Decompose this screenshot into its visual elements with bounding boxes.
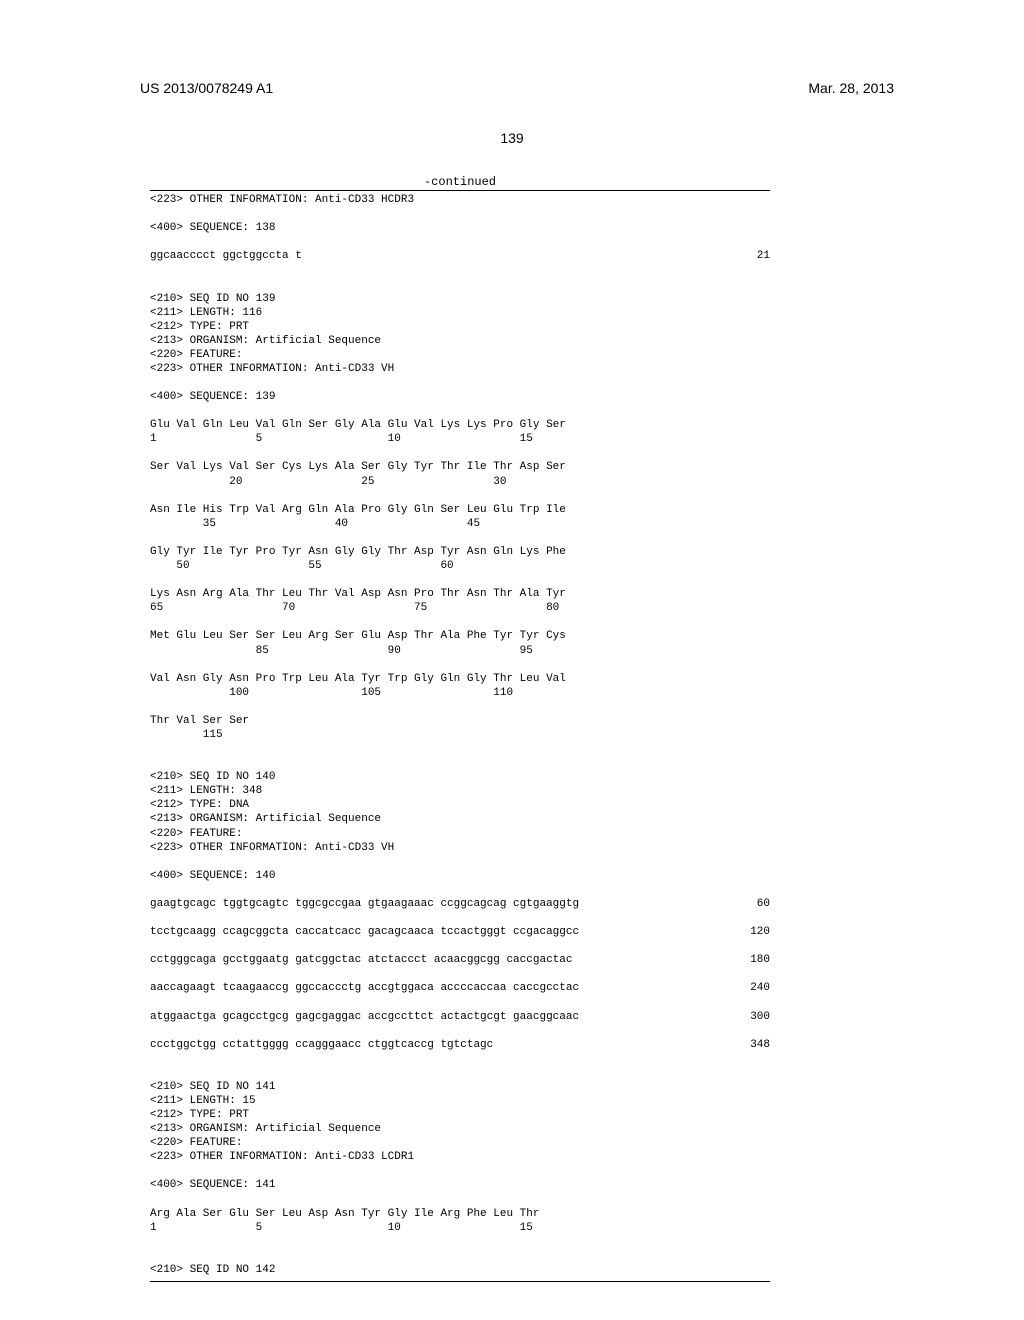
sequence-line: <400> SEQUENCE: 138 <box>150 221 770 235</box>
sequence-listing-content: -continued <223> OTHER INFORMATION: Anti… <box>150 175 770 1282</box>
sequence-row: ggcaacccct ggctggccta t 21 <box>150 249 770 263</box>
blank-line <box>150 700 770 714</box>
blank-line <box>150 376 770 390</box>
sequence-line: Lys Asn Arg Ala Thr Leu Thr Val Asp Asn … <box>150 587 770 601</box>
blank-line <box>150 207 770 221</box>
sequence-row: cctgggcaga gcctggaatg gatcggctac atctacc… <box>150 953 770 967</box>
sequence-line: 20 25 30 <box>150 475 770 489</box>
blank-line <box>150 1024 770 1038</box>
sequence-line: <220> FEATURE: <box>150 1136 770 1150</box>
sequence-line: Arg Ala Ser Glu Ser Leu Asp Asn Tyr Gly … <box>150 1207 770 1221</box>
sequence-position: 120 <box>740 925 770 939</box>
sequence-text: ccctggctgg cctattgggg ccagggaacc ctggtca… <box>150 1038 493 1052</box>
sequence-line: 50 55 60 <box>150 559 770 573</box>
sequence-line: <220> FEATURE: <box>150 827 770 841</box>
blank-line <box>150 446 770 460</box>
blank-line <box>150 277 770 291</box>
sequence-position: 180 <box>740 953 770 967</box>
sequence-line: <212> TYPE: PRT <box>150 320 770 334</box>
sequence-position: 21 <box>747 249 770 263</box>
sequence-line: 100 105 110 <box>150 686 770 700</box>
sequence-line: 85 90 95 <box>150 644 770 658</box>
blank-line <box>150 995 770 1009</box>
sequence-line: <211> LENGTH: 116 <box>150 306 770 320</box>
sequence-line: <213> ORGANISM: Artificial Sequence <box>150 1122 770 1136</box>
blank-line <box>150 1249 770 1263</box>
blank-line <box>150 531 770 545</box>
blank-line <box>150 1052 770 1066</box>
sequence-line: <210> SEQ ID NO 139 <box>150 292 770 306</box>
sequence-text: gaagtgcagc tggtgcagtc tggcgccgaa gtgaaga… <box>150 897 579 911</box>
sequence-line: <400> SEQUENCE: 140 <box>150 869 770 883</box>
sequence-position: 240 <box>740 981 770 995</box>
blank-line <box>150 235 770 249</box>
blank-line <box>150 742 770 756</box>
blank-line <box>150 911 770 925</box>
blank-line <box>150 756 770 770</box>
sequence-text: cctgggcaga gcctggaatg gatcggctac atctacc… <box>150 953 572 967</box>
sequence-row: ccctggctgg cctattgggg ccagggaacc ctggtca… <box>150 1038 770 1052</box>
sequence-text: tcctgcaagg ccagcggcta caccatcacc gacagca… <box>150 925 579 939</box>
sequence-line: Met Glu Leu Ser Ser Leu Arg Ser Glu Asp … <box>150 629 770 643</box>
blank-line <box>150 939 770 953</box>
sequence-line: <223> OTHER INFORMATION: Anti-CD33 VH <box>150 841 770 855</box>
blank-line <box>150 855 770 869</box>
sequence-line: Ser Val Lys Val Ser Cys Lys Ala Ser Gly … <box>150 460 770 474</box>
sequence-line: Gly Tyr Ile Tyr Pro Tyr Asn Gly Gly Thr … <box>150 545 770 559</box>
blank-line <box>150 1164 770 1178</box>
blank-line <box>150 658 770 672</box>
sequence-line: <212> TYPE: PRT <box>150 1108 770 1122</box>
sequence-line: 115 <box>150 728 770 742</box>
sequence-line: <211> LENGTH: 348 <box>150 784 770 798</box>
blank-line <box>150 489 770 503</box>
sequence-line: <212> TYPE: DNA <box>150 798 770 812</box>
divider-bottom <box>150 1281 770 1282</box>
blank-line <box>150 263 770 277</box>
sequence-line: <213> ORGANISM: Artificial Sequence <box>150 812 770 826</box>
sequence-position: 300 <box>740 1010 770 1024</box>
sequence-line: Asn Ile His Trp Val Arg Gln Ala Pro Gly … <box>150 503 770 517</box>
sequence-line: <210> SEQ ID NO 141 <box>150 1080 770 1094</box>
sequence-row: tcctgcaagg ccagcggcta caccatcacc gacagca… <box>150 925 770 939</box>
sequence-line: <210> SEQ ID NO 142 <box>150 1263 770 1277</box>
blank-line <box>150 883 770 897</box>
sequence-line: <223> OTHER INFORMATION: Anti-CD33 HCDR3 <box>150 193 770 207</box>
blank-line <box>150 1066 770 1080</box>
sequence-position: 348 <box>740 1038 770 1052</box>
sequence-line: <211> LENGTH: 15 <box>150 1094 770 1108</box>
publication-date: Mar. 28, 2013 <box>808 80 894 96</box>
page-number: 139 <box>500 130 523 146</box>
blank-line <box>150 615 770 629</box>
blank-line <box>150 573 770 587</box>
sequence-line: <210> SEQ ID NO 140 <box>150 770 770 784</box>
sequence-text: aaccagaagt tcaagaaccg ggccaccctg accgtgg… <box>150 981 579 995</box>
sequence-container: <223> OTHER INFORMATION: Anti-CD33 HCDR3… <box>150 193 770 1277</box>
blank-line <box>150 1193 770 1207</box>
sequence-row: aaccagaagt tcaagaaccg ggccaccctg accgtgg… <box>150 981 770 995</box>
sequence-text: atggaactga gcagcctgcg gagcgaggac accgcct… <box>150 1010 579 1024</box>
sequence-line: <220> FEATURE: <box>150 348 770 362</box>
sequence-line: 1 5 10 15 <box>150 1221 770 1235</box>
sequence-line: <223> OTHER INFORMATION: Anti-CD33 VH <box>150 362 770 376</box>
sequence-line: Glu Val Gln Leu Val Gln Ser Gly Ala Glu … <box>150 418 770 432</box>
blank-line <box>150 404 770 418</box>
sequence-line: <400> SEQUENCE: 141 <box>150 1178 770 1192</box>
continued-label: -continued <box>150 175 770 189</box>
sequence-position: 60 <box>747 897 770 911</box>
sequence-line: 65 70 75 80 <box>150 601 770 615</box>
divider-top <box>150 190 770 191</box>
sequence-line: 1 5 10 15 <box>150 432 770 446</box>
sequence-row: gaagtgcagc tggtgcagtc tggcgccgaa gtgaaga… <box>150 897 770 911</box>
sequence-line: Val Asn Gly Asn Pro Trp Leu Ala Tyr Trp … <box>150 672 770 686</box>
sequence-line: <223> OTHER INFORMATION: Anti-CD33 LCDR1 <box>150 1150 770 1164</box>
sequence-line: 35 40 45 <box>150 517 770 531</box>
sequence-line: Thr Val Ser Ser <box>150 714 770 728</box>
sequence-line: <213> ORGANISM: Artificial Sequence <box>150 334 770 348</box>
sequence-text: ggcaacccct ggctggccta t <box>150 249 302 263</box>
blank-line <box>150 967 770 981</box>
sequence-line: <400> SEQUENCE: 139 <box>150 390 770 404</box>
blank-line <box>150 1235 770 1249</box>
publication-number: US 2013/0078249 A1 <box>140 80 273 96</box>
sequence-row: atggaactga gcagcctgcg gagcgaggac accgcct… <box>150 1010 770 1024</box>
